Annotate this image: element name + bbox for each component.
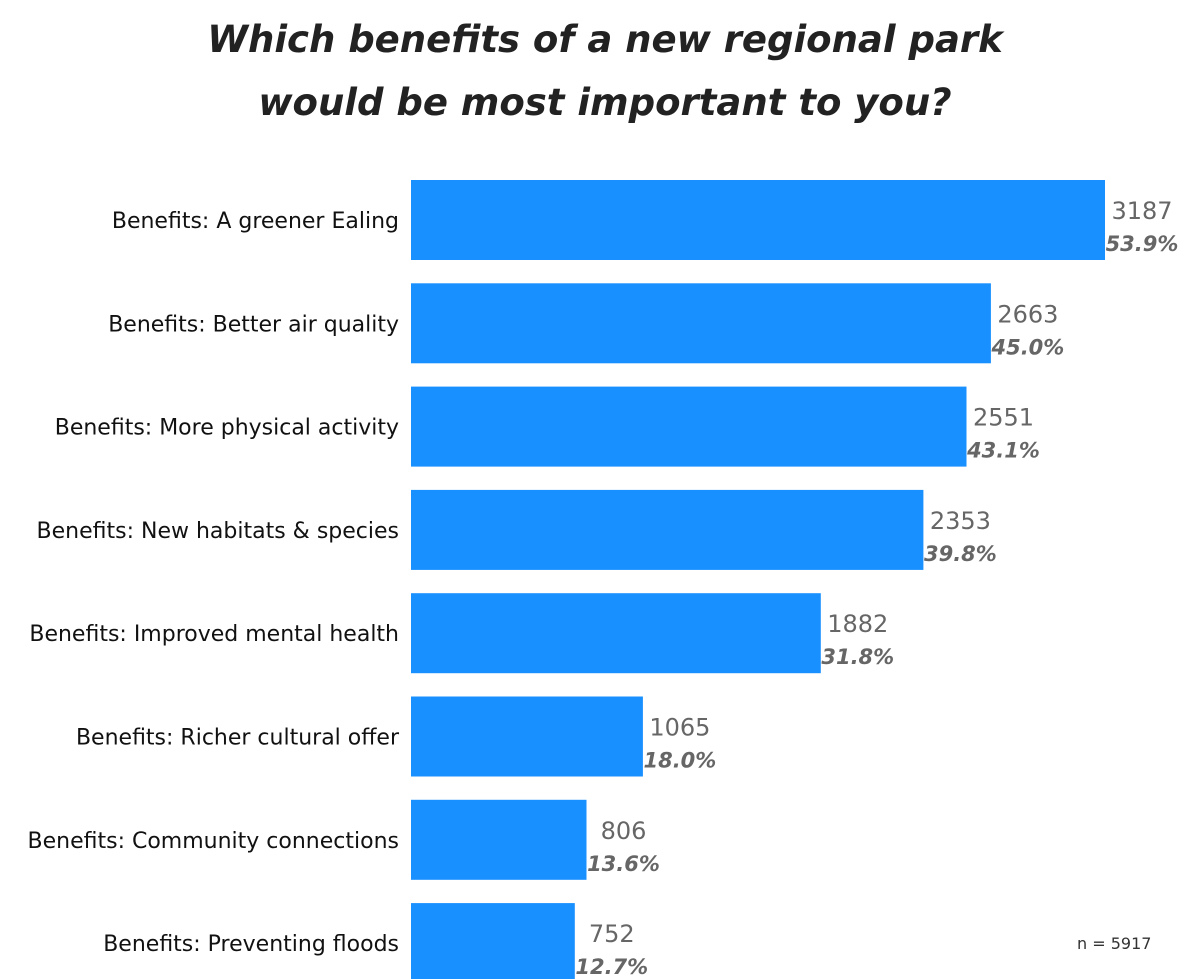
category-label: Benefits: New habitats & species xyxy=(37,519,399,544)
category-label: Benefits: Preventing floods xyxy=(103,932,399,957)
percent-label: 43.1% xyxy=(966,439,1040,463)
value-label: 2551 xyxy=(973,404,1034,432)
chart-title: Which benefits of a new regional park wo… xyxy=(0,8,1187,134)
category-label: Benefits: Improved mental health xyxy=(29,622,399,647)
bar xyxy=(411,489,924,570)
percent-label: 39.8% xyxy=(924,542,997,566)
percent-label: 12.7% xyxy=(575,955,648,979)
category-label: Benefits: A greener Ealing xyxy=(112,209,399,234)
percent-label: 13.6% xyxy=(587,852,660,876)
bars-layer xyxy=(411,180,1105,979)
chart-title-line-2: would be most important to you? xyxy=(258,81,952,124)
category-label: Benefits: Community connections xyxy=(28,829,399,854)
bar xyxy=(411,386,967,467)
sample-size-note: n = 5917 xyxy=(1077,934,1152,953)
category-label: Benefits: Richer cultural offer xyxy=(76,726,400,751)
bar xyxy=(411,799,587,880)
value-label: 806 xyxy=(601,817,647,845)
category-label: Benefits: More physical activity xyxy=(55,416,399,441)
percent-label: 31.8% xyxy=(821,645,894,669)
percent-label: 53.9% xyxy=(1106,232,1179,256)
bar xyxy=(411,593,821,674)
value-label: 2353 xyxy=(930,507,991,535)
category-label: Benefits: Better air quality xyxy=(108,312,399,337)
bar xyxy=(411,696,643,777)
bar xyxy=(411,283,991,364)
value-label: 752 xyxy=(589,920,635,948)
value-label: 1065 xyxy=(649,714,710,742)
value-label: 1882 xyxy=(827,610,888,638)
labels-layer: Benefits: A greener Ealing 3187 53.9% Benef… xyxy=(28,197,1179,979)
value-label: 2663 xyxy=(997,300,1058,328)
percent-label: 45.0% xyxy=(990,335,1064,359)
bar xyxy=(411,903,575,979)
value-label: 3187 xyxy=(1111,197,1172,225)
percent-label: 18.0% xyxy=(643,749,716,773)
chart-title-line-1: Which benefits of a new regional park xyxy=(207,18,1003,61)
bar xyxy=(411,180,1105,260)
